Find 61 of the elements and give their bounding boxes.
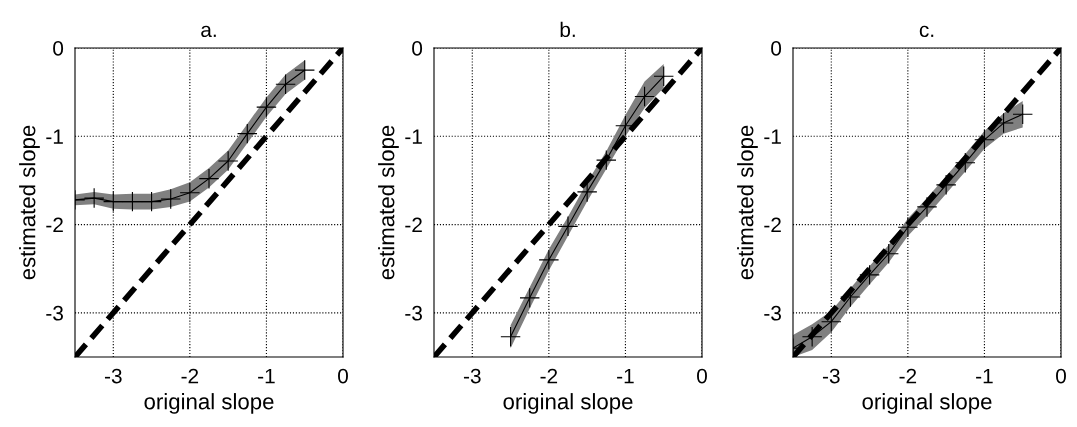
x-tick-label: -2	[899, 368, 917, 384]
x-tick-label: -1	[976, 368, 993, 384]
x-tick-label: -2	[540, 368, 558, 384]
x-axis-title: original slope	[144, 393, 274, 414]
x-tick-label: 0	[338, 368, 348, 384]
point	[935, 174, 957, 196]
x-axis-title: original slope	[862, 393, 992, 414]
point	[557, 216, 579, 237]
point	[897, 216, 919, 238]
y-tick-label: -3	[46, 305, 63, 321]
point	[198, 168, 220, 189]
point	[859, 264, 880, 286]
y-tick-label: -3	[764, 305, 781, 321]
point	[634, 86, 655, 107]
y-tick-label: -2	[46, 217, 63, 233]
point	[653, 65, 674, 87]
point	[103, 191, 124, 212]
x-tick-label: -3	[822, 368, 840, 384]
point	[217, 150, 239, 172]
x-tick-label: -3	[104, 368, 122, 384]
point	[500, 326, 521, 347]
x-axis-title: original slope	[503, 393, 633, 414]
x-tick-label: -1	[258, 368, 275, 384]
chart-title: a.	[201, 25, 216, 38]
point	[141, 191, 162, 212]
point	[538, 249, 560, 271]
x-tick-label: 0	[697, 368, 707, 384]
x-tick-label: -1	[617, 368, 634, 384]
x-tick-label: -2	[181, 368, 199, 384]
y-tick-label: -3	[405, 305, 422, 321]
point	[122, 191, 143, 212]
point	[801, 326, 823, 347]
y-axis-title: estimated slope	[737, 125, 758, 280]
point	[596, 149, 617, 171]
y-axis-title: estimated slope	[19, 125, 40, 280]
y-tick-label: -2	[764, 217, 781, 233]
point	[256, 96, 277, 118]
point	[83, 187, 105, 209]
point	[974, 129, 995, 151]
chart-title: c.	[919, 25, 934, 38]
y-tick-label: 0	[771, 41, 782, 56]
y-tick-label: 0	[412, 41, 423, 56]
y-tick-label: 0	[53, 41, 64, 56]
point	[237, 123, 258, 144]
point	[519, 287, 540, 309]
point	[160, 188, 181, 210]
point	[294, 59, 315, 81]
point	[1012, 103, 1033, 125]
point	[179, 182, 201, 204]
y-tick-label: -1	[405, 129, 422, 144]
x-tick-label: 0	[1056, 368, 1066, 384]
point	[275, 73, 296, 95]
y-tick-label: -2	[405, 217, 422, 233]
y-tick-label: -1	[46, 129, 63, 144]
y-axis-title: estimated slope	[378, 125, 399, 280]
point	[955, 152, 976, 174]
chart-title: b.	[560, 21, 575, 38]
y-tick-label: -1	[764, 129, 781, 144]
point	[916, 196, 938, 218]
point	[576, 181, 598, 203]
x-tick-label: -3	[463, 368, 481, 384]
